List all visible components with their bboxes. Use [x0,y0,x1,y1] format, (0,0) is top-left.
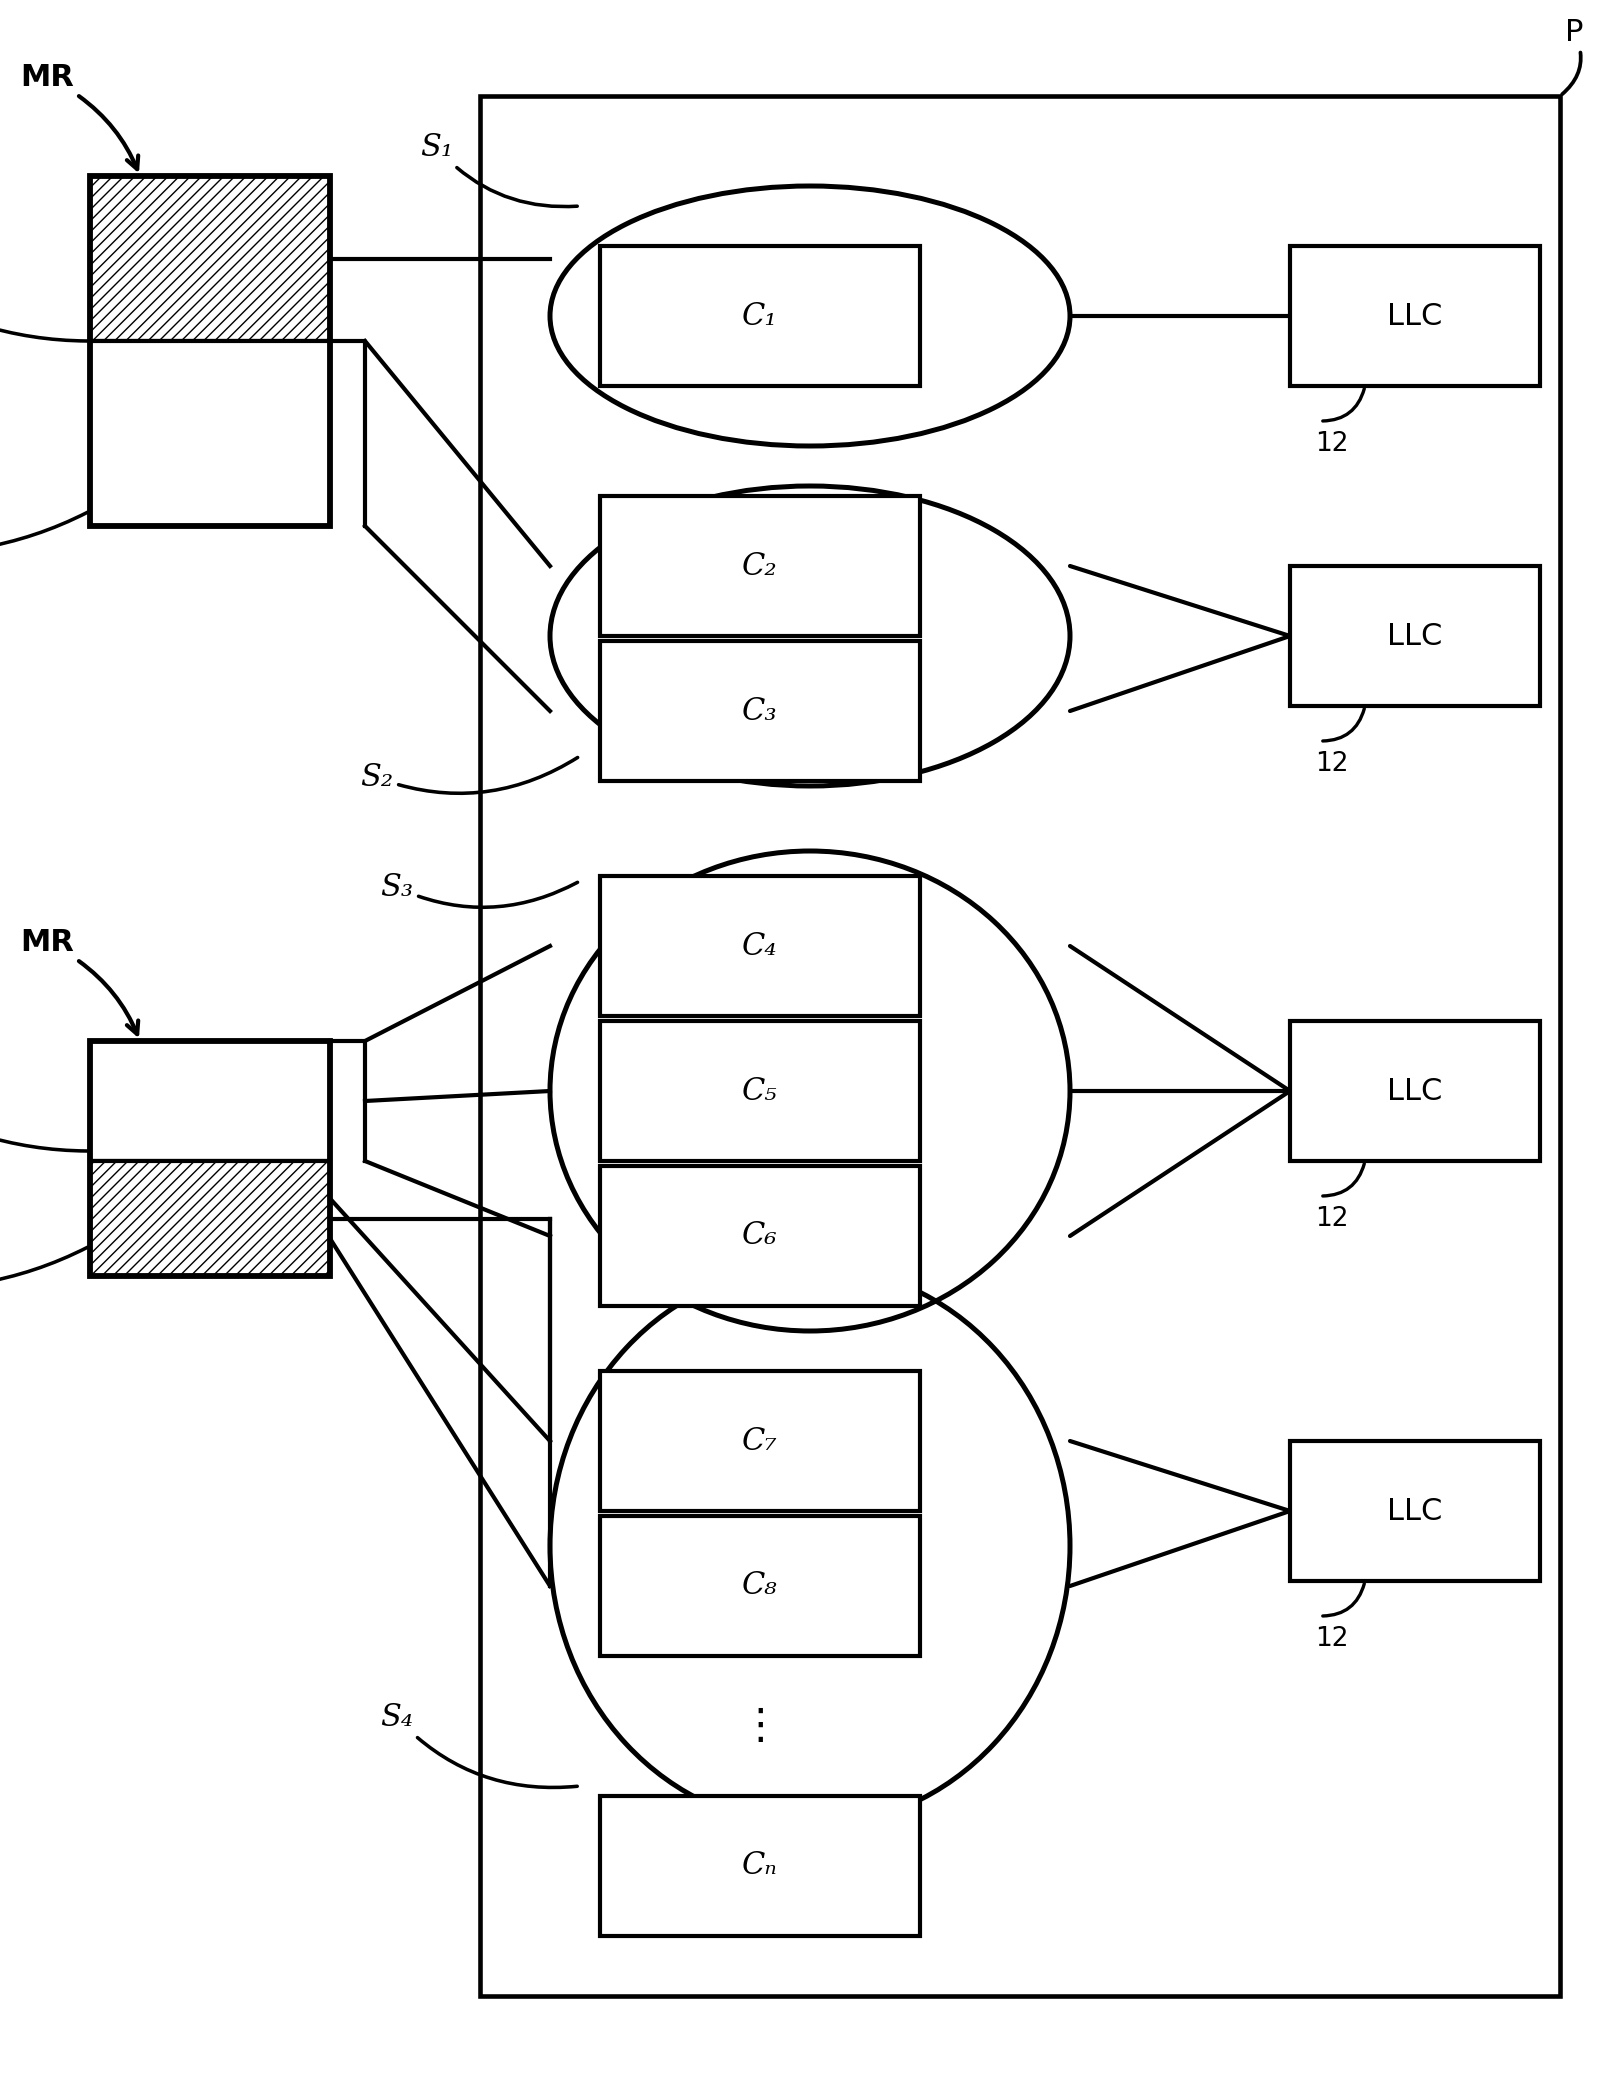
Text: C₂: C₂ [742,551,779,581]
Text: S₁: S₁ [420,132,577,208]
Text: C₁: C₁ [742,300,779,331]
Text: LLC: LLC [1387,1077,1443,1105]
Text: C₃: C₃ [742,696,779,727]
Text: MR: MR [19,63,138,170]
Text: C₄: C₄ [742,931,779,962]
Text: 12: 12 [1315,432,1349,457]
Bar [90,176,330,526]
Bar [601,641,920,782]
Bar [90,1042,330,1161]
Text: C₅: C₅ [742,1075,779,1107]
Text: LLC: LLC [1387,302,1443,331]
Text: S₂: S₂ [360,757,578,792]
Text: S₄: S₄ [380,1702,577,1788]
Bar [1290,1442,1540,1580]
Text: C₇: C₇ [742,1425,779,1457]
Bar [601,1796,920,1937]
Bar [601,1515,920,1656]
Bar [90,342,330,526]
Text: MR: MR [19,929,138,1033]
Text: LLC: LLC [1387,623,1443,650]
Text: 12: 12 [1315,1626,1349,1652]
Bar [601,1371,920,1511]
Bar [601,1021,920,1161]
Bar [601,497,920,635]
Text: C₈: C₈ [742,1570,779,1601]
Text: Re₂: Re₂ [0,511,88,568]
Text: 12: 12 [1315,750,1349,778]
Bar [1290,566,1540,706]
Bar [1290,245,1540,386]
Text: C₆: C₆ [742,1220,779,1251]
Text: LLC: LLC [1387,1497,1443,1526]
Text: P: P [1562,19,1583,94]
Bar [601,245,920,386]
Bar [601,876,920,1017]
Text: ⋮: ⋮ [739,1704,780,1746]
Bar [90,176,330,342]
Text: Cₙ: Cₙ [742,1851,779,1882]
Bar [90,1042,330,1276]
Text: Re₂: Re₂ [0,1247,88,1304]
Text: Re₁: Re₁ [0,1107,87,1151]
Bar [601,1165,920,1306]
Bar [1290,1021,1540,1161]
Bar [90,1161,330,1276]
Text: Re₁: Re₁ [0,298,87,342]
Bar [481,96,1560,1995]
Text: 12: 12 [1315,1205,1349,1232]
Text: S₃: S₃ [380,872,578,908]
